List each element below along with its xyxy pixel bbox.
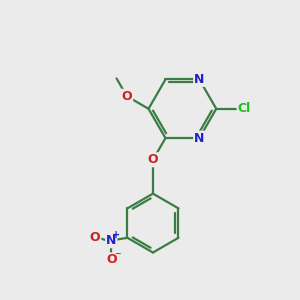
Text: N: N [194,73,205,86]
Text: O: O [148,153,158,166]
Text: ⁻: ⁻ [114,250,121,263]
Text: N: N [194,132,205,145]
Text: Cl: Cl [238,102,251,115]
Text: N: N [106,234,116,247]
Text: O: O [106,254,117,266]
Text: +: + [112,230,121,240]
Text: O: O [90,231,101,244]
Text: O: O [122,90,132,103]
